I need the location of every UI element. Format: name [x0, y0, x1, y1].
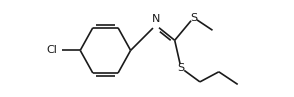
Text: N: N	[152, 14, 160, 24]
Text: S: S	[178, 63, 185, 73]
Text: S: S	[190, 13, 197, 23]
Text: Cl: Cl	[46, 45, 57, 55]
